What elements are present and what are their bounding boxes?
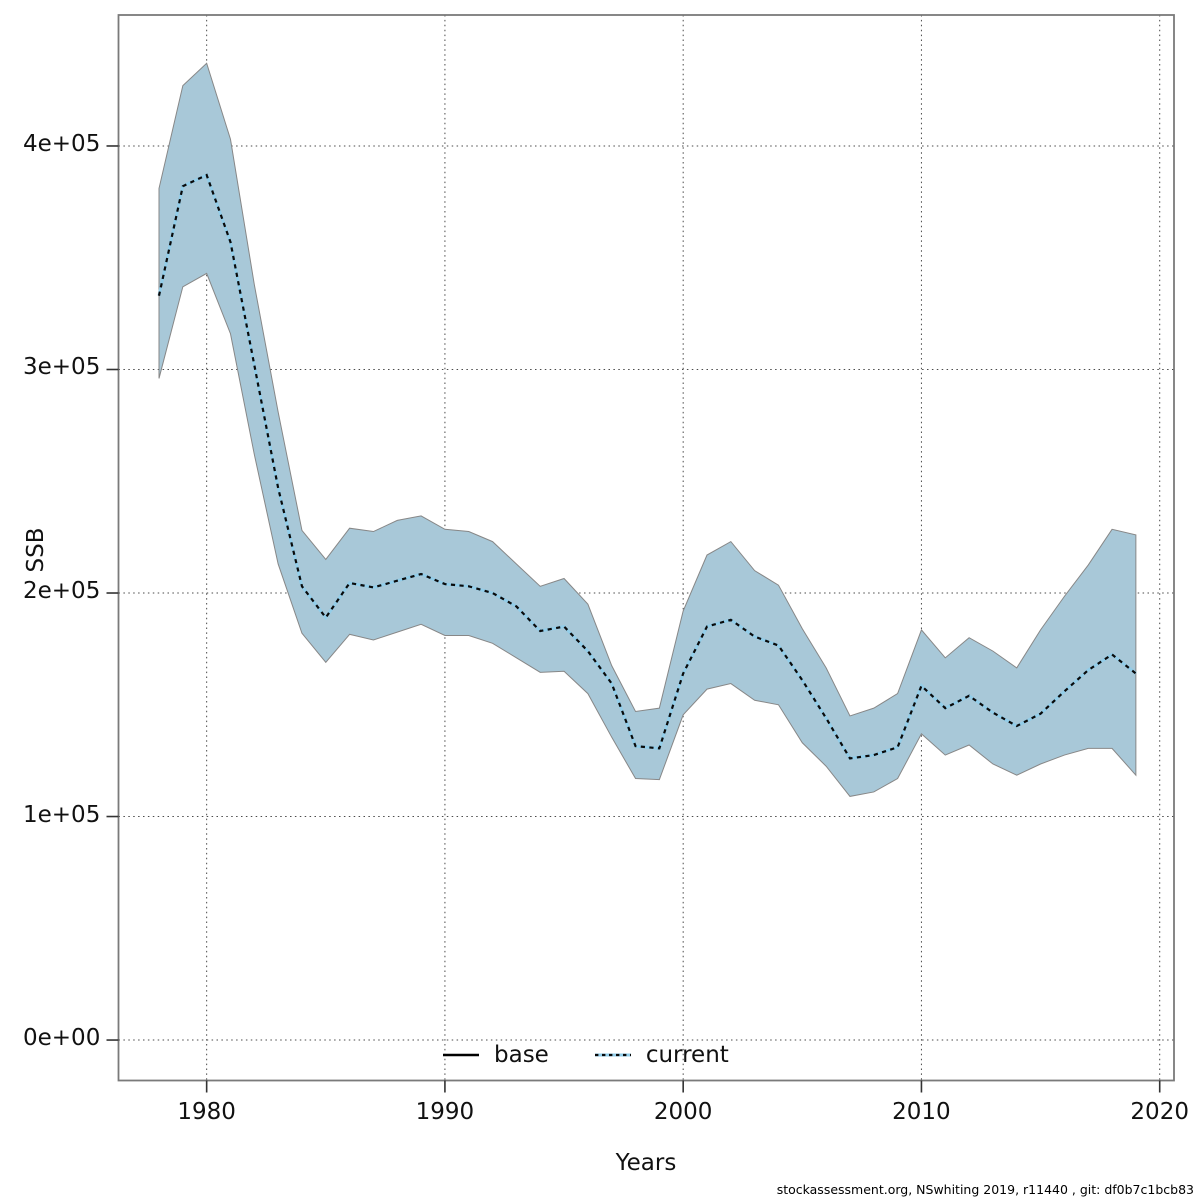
x-tick-label: 1990 xyxy=(415,1099,475,1125)
legend-line-current-icon xyxy=(594,1053,631,1057)
y-tick-label: 3e+05 xyxy=(23,354,101,381)
confidence-band xyxy=(158,62,1137,797)
x-tick-label: 1980 xyxy=(177,1099,236,1125)
y-tick-label: 0e+00 xyxy=(23,1025,101,1052)
y-tick-label: 4e+05 xyxy=(23,130,101,157)
x-tick-label: 2020 xyxy=(1130,1099,1189,1125)
legend-item-current: current xyxy=(593,1042,729,1068)
legend-item-base: base xyxy=(441,1042,549,1068)
x-tick-label: 2000 xyxy=(653,1099,713,1125)
current-line xyxy=(157,173,1137,760)
panel-border xyxy=(117,14,1175,1082)
legend-line-base-icon xyxy=(443,1053,479,1057)
attribution-footer: stockassessment.org, NSwhiting 2019, r11… xyxy=(776,1182,1194,1197)
x-axis-title: Years xyxy=(615,1150,677,1176)
y-tick-label: 2e+05 xyxy=(23,578,101,604)
legend: base current xyxy=(441,1042,729,1068)
legend-label-current: current xyxy=(645,1042,729,1068)
y-axis-title: SSB xyxy=(23,527,49,573)
y-tick-label: 1e+05 xyxy=(23,801,101,828)
legend-label-base: base xyxy=(494,1042,549,1068)
x-tick-label: 2010 xyxy=(892,1099,951,1125)
